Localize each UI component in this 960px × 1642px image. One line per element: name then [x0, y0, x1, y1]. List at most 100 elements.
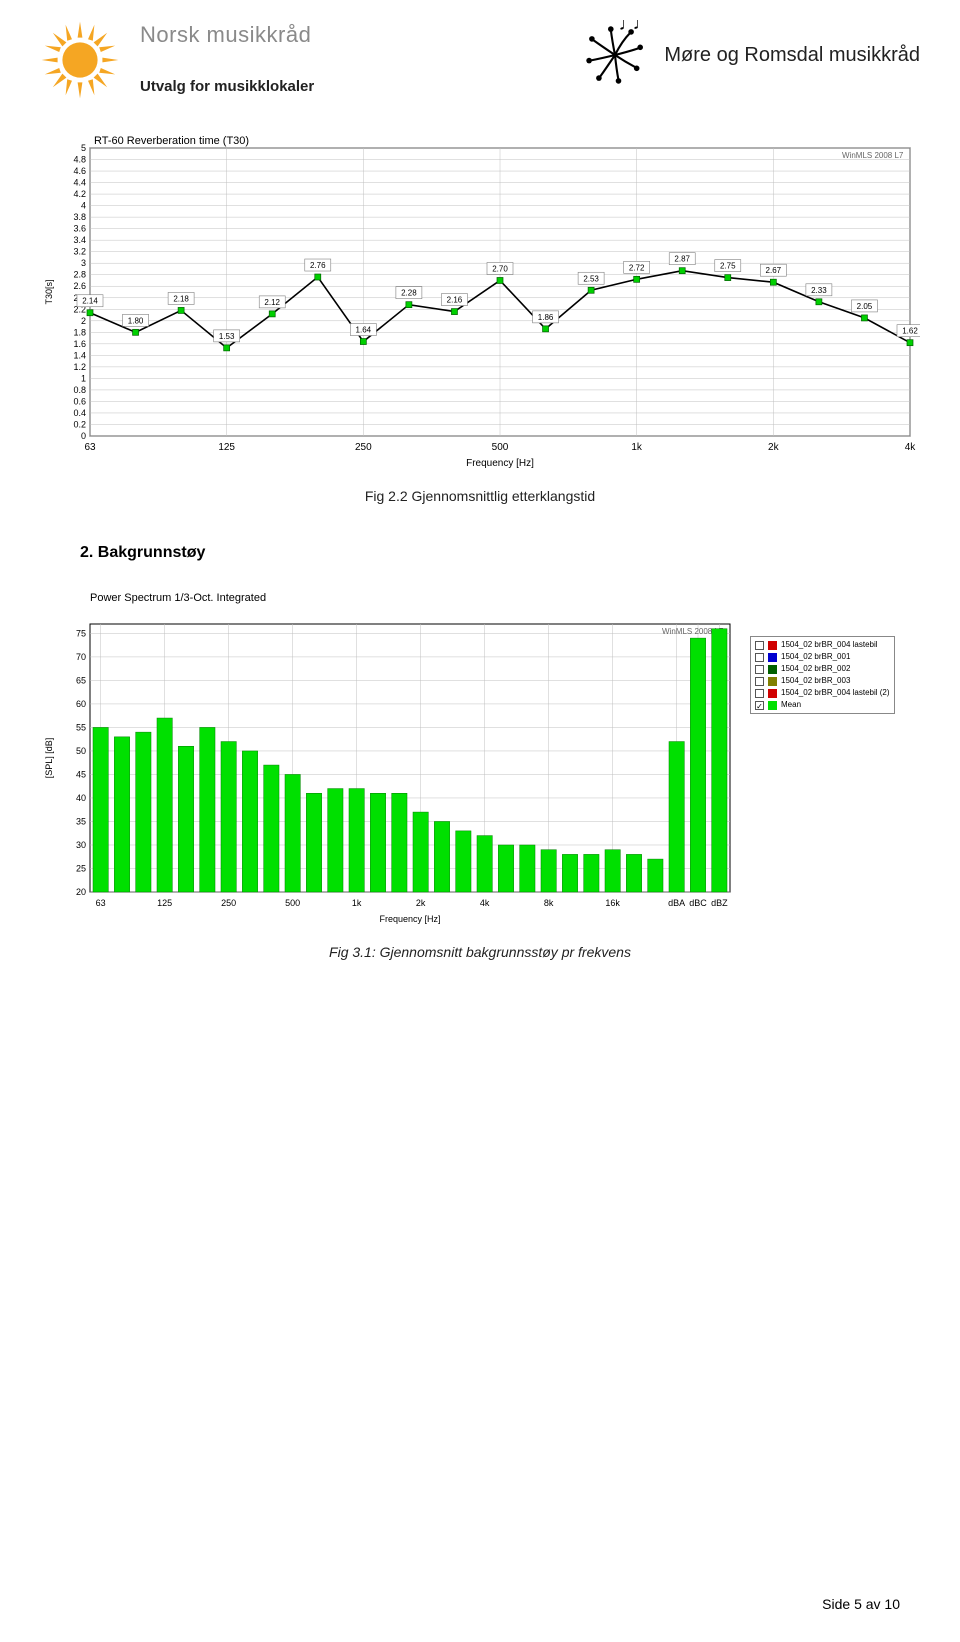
legend-checkbox-icon [755, 677, 764, 686]
svg-text:65: 65 [76, 675, 86, 685]
svg-text:2.18: 2.18 [173, 294, 189, 303]
svg-text:16k: 16k [605, 898, 620, 908]
svg-text:RT-60 Reverberation time (T30): RT-60 Reverberation time (T30) [94, 135, 249, 147]
svg-text:0.2: 0.2 [73, 419, 86, 429]
svg-text:Frequency [Hz]: Frequency [Hz] [466, 458, 534, 469]
svg-text:25: 25 [76, 863, 86, 873]
svg-text:500: 500 [285, 898, 300, 908]
sun-logo-icon [40, 20, 120, 100]
legend-item: 1504_02 brBR_004 lastebil [755, 639, 890, 651]
legend-label: Mean [781, 699, 801, 711]
svg-text:T30[s]: T30[s] [44, 279, 54, 304]
svg-text:2.6: 2.6 [73, 281, 86, 291]
org-right-title: Møre og Romsdal musikkråd [664, 44, 920, 67]
legend-label: 1504_02 brBR_001 [781, 651, 850, 663]
svg-text:20: 20 [76, 887, 86, 897]
svg-text:[SPL] [dB]: [SPL] [dB] [44, 738, 54, 779]
svg-text:3.4: 3.4 [73, 235, 86, 245]
header-right: Møre og Romsdal musikkråd [580, 20, 920, 90]
legend-swatch-icon [768, 665, 777, 674]
svg-text:50: 50 [76, 746, 86, 756]
svg-text:2.16: 2.16 [447, 296, 463, 305]
svg-text:2.14: 2.14 [82, 297, 98, 306]
svg-text:1.6: 1.6 [73, 339, 86, 349]
svg-text:2.70: 2.70 [492, 264, 508, 273]
svg-text:1.86: 1.86 [538, 313, 554, 322]
legend-label: 1504_02 brBR_003 [781, 675, 850, 687]
svg-text:45: 45 [76, 769, 86, 779]
section2-heading: 2. Bakgrunnstøy [80, 544, 920, 562]
svg-text:WinMLS 2008 L7: WinMLS 2008 L7 [842, 151, 904, 160]
svg-text:4k: 4k [905, 442, 917, 453]
legend-swatch-icon [768, 641, 777, 650]
svg-text:1.62: 1.62 [902, 327, 918, 336]
svg-text:125: 125 [157, 898, 172, 908]
svg-text:40: 40 [76, 793, 86, 803]
svg-text:2.05: 2.05 [857, 302, 873, 311]
page-footer: Side 5 av 10 [822, 1596, 900, 1612]
svg-text:1.8: 1.8 [73, 327, 86, 337]
svg-text:2.33: 2.33 [811, 286, 827, 295]
svg-text:Frequency [Hz]: Frequency [Hz] [379, 914, 440, 924]
svg-text:3.2: 3.2 [73, 247, 86, 257]
svg-text:2.12: 2.12 [264, 298, 280, 307]
svg-text:1.4: 1.4 [73, 350, 86, 360]
legend-swatch-icon [768, 677, 777, 686]
org-main-title: Norsk musikkråd [140, 22, 560, 48]
svg-text:2.87: 2.87 [674, 255, 690, 264]
svg-text:2.53: 2.53 [583, 274, 599, 283]
chart2-legend: 1504_02 brBR_004 lastebil1504_02 brBR_00… [750, 636, 895, 714]
chart-bgnoise: Power Spectrum 1/3-Oct. Integrated 20253… [40, 592, 920, 926]
org-subtitle: Utvalg for musikklokaler [140, 78, 560, 95]
svg-text:1: 1 [81, 373, 86, 383]
chart2-title: Power Spectrum 1/3-Oct. Integrated [90, 592, 920, 604]
svg-text:1.64: 1.64 [356, 326, 372, 335]
svg-text:8k: 8k [544, 898, 554, 908]
svg-text:1.80: 1.80 [128, 316, 144, 325]
page-header: Norsk musikkråd Utvalg for musikklokaler [40, 20, 920, 100]
svg-text:1k: 1k [631, 442, 643, 453]
legend-item: 1504_02 brBR_003 [755, 675, 890, 687]
svg-text:4.2: 4.2 [73, 189, 86, 199]
svg-text:2.75: 2.75 [720, 262, 736, 271]
legend-checkbox-icon [755, 653, 764, 662]
svg-text:4.6: 4.6 [73, 166, 86, 176]
legend-label: 1504_02 brBR_002 [781, 663, 850, 675]
legend-checkbox-icon [755, 689, 764, 698]
chart-rt60-svg: 00.20.40.60.811.21.41.61.822.22.42.62.83… [40, 130, 920, 470]
svg-text:0.8: 0.8 [73, 385, 86, 395]
legend-item: 1504_02 brBR_001 [755, 651, 890, 663]
svg-text:2k: 2k [768, 442, 780, 453]
svg-text:2.76: 2.76 [310, 261, 326, 270]
legend-item: 1504_02 brBR_004 lastebil (2) [755, 687, 890, 699]
chart-bgnoise-svg: 202530354045505560657075631252505001k2k4… [40, 606, 740, 926]
legend-label: 1504_02 brBR_004 lastebil [781, 639, 878, 651]
svg-text:63: 63 [96, 898, 106, 908]
svg-text:1.2: 1.2 [73, 362, 86, 372]
svg-text:0.4: 0.4 [73, 408, 86, 418]
legend-checkbox-icon [755, 641, 764, 650]
chart2-caption: Fig 3.1: Gjennomsnitt bakgrunnsstøy pr f… [40, 944, 920, 960]
header-left-text: Norsk musikkråd Utvalg for musikklokaler [140, 20, 560, 95]
svg-text:5: 5 [81, 143, 86, 153]
chart1-caption: Fig 2.2 Gjennomsnittlig etterklangstid [40, 488, 920, 504]
svg-text:75: 75 [76, 628, 86, 638]
svg-text:3.6: 3.6 [73, 224, 86, 234]
document-page: Norsk musikkråd Utvalg for musikklokaler [0, 0, 960, 1642]
chart-rt60: 00.20.40.60.811.21.41.61.822.22.42.62.83… [40, 130, 920, 470]
svg-text:4.8: 4.8 [73, 155, 86, 165]
svg-text:70: 70 [76, 652, 86, 662]
svg-text:60: 60 [76, 699, 86, 709]
svg-text:2.28: 2.28 [401, 289, 417, 298]
svg-text:63: 63 [84, 442, 96, 453]
svg-text:55: 55 [76, 722, 86, 732]
legend-swatch-icon [768, 689, 777, 698]
svg-text:250: 250 [355, 442, 372, 453]
legend-checkbox-icon: ✓ [755, 701, 764, 710]
svg-text:2k: 2k [416, 898, 426, 908]
svg-text:3: 3 [81, 258, 86, 268]
legend-checkbox-icon [755, 665, 764, 674]
svg-text:125: 125 [218, 442, 235, 453]
legend-item: ✓ Mean [755, 699, 890, 711]
svg-text:4k: 4k [480, 898, 490, 908]
